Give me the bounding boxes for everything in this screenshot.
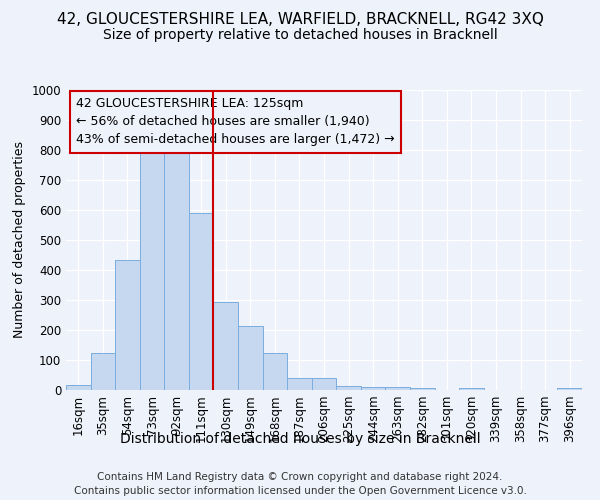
Bar: [214, 302, 238, 390]
Bar: [115, 260, 140, 390]
Text: 42 GLOUCESTERSHIRE LEA: 125sqm
← 56% of detached houses are smaller (1,940)
43% : 42 GLOUCESTERSHIRE LEA: 125sqm ← 56% of …: [76, 98, 395, 146]
Text: Contains public sector information licensed under the Open Government Licence v3: Contains public sector information licen…: [74, 486, 526, 496]
Text: Size of property relative to detached houses in Bracknell: Size of property relative to detached ho…: [103, 28, 497, 42]
Bar: [336, 386, 361, 390]
Bar: [410, 388, 434, 390]
Bar: [459, 388, 484, 390]
Bar: [66, 384, 91, 390]
Bar: [91, 354, 115, 390]
Bar: [164, 147, 189, 390]
Bar: [263, 352, 287, 390]
Text: Contains HM Land Registry data © Crown copyright and database right 2024.: Contains HM Land Registry data © Crown c…: [97, 472, 503, 482]
Bar: [287, 378, 312, 390]
Text: 42, GLOUCESTERSHIRE LEA, WARFIELD, BRACKNELL, RG42 3XQ: 42, GLOUCESTERSHIRE LEA, WARFIELD, BRACK…: [56, 12, 544, 28]
Bar: [385, 387, 410, 390]
Bar: [189, 213, 214, 390]
Bar: [557, 388, 582, 390]
Bar: [312, 378, 336, 390]
Bar: [140, 150, 164, 390]
Y-axis label: Number of detached properties: Number of detached properties: [13, 142, 26, 338]
Bar: [238, 326, 263, 390]
Text: Distribution of detached houses by size in Bracknell: Distribution of detached houses by size …: [119, 432, 481, 446]
Bar: [361, 387, 385, 390]
